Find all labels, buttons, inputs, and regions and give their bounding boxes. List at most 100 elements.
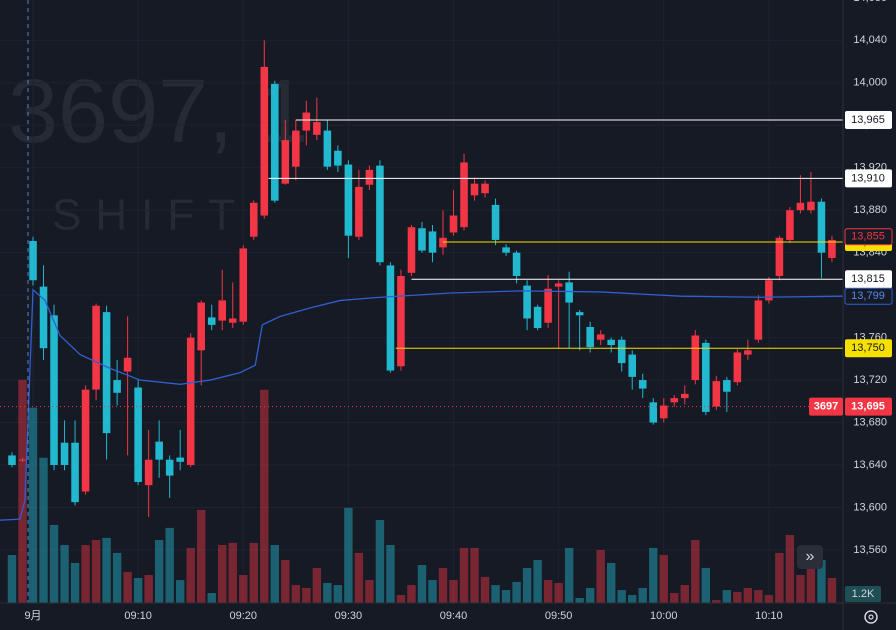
candle-body xyxy=(691,335,700,381)
volume-bar xyxy=(659,555,668,603)
volume-bar xyxy=(270,544,280,603)
candle-body xyxy=(144,459,153,486)
candle-body xyxy=(334,150,342,166)
volume-bar xyxy=(764,595,774,603)
candle-body xyxy=(344,164,353,236)
volume-bar xyxy=(680,585,689,603)
volume-bar xyxy=(218,544,227,603)
volume-bar xyxy=(428,580,437,603)
volume-bar xyxy=(649,547,658,603)
candle-body xyxy=(176,457,184,462)
volume-bar xyxy=(302,587,311,603)
last-price-box xyxy=(844,228,893,246)
candle-body xyxy=(407,227,416,273)
price-line-label: 13,815 xyxy=(851,273,885,285)
candle-body xyxy=(302,112,311,131)
settings-icon-center[interactable] xyxy=(868,614,874,620)
y-tick-label: 14,080 xyxy=(853,0,887,4)
watermark-exchange: SHIFT xyxy=(52,191,249,240)
candle-body xyxy=(817,201,826,253)
candle-body xyxy=(554,283,563,287)
candle-body xyxy=(449,215,458,233)
candle-body xyxy=(502,247,510,253)
price-line-label-box xyxy=(845,339,892,358)
volume-bar xyxy=(312,567,322,603)
x-tick-label: 09:50 xyxy=(545,610,573,622)
volume-bar xyxy=(670,592,679,603)
candle-body xyxy=(418,228,426,251)
candle-body xyxy=(796,202,805,211)
price-line-label: 13,910 xyxy=(851,172,885,184)
volume-bar xyxy=(354,552,364,603)
candle-body xyxy=(638,380,647,389)
volume-bar xyxy=(827,577,837,603)
candle-body xyxy=(786,210,794,240)
volume-bar xyxy=(396,595,406,603)
volume-bar xyxy=(281,560,290,603)
y-tick-label: 13,880 xyxy=(853,204,887,216)
volume-bar xyxy=(564,547,574,603)
volume-bar xyxy=(291,585,301,603)
marker-symbol: 3697 xyxy=(814,401,838,413)
volume-bar xyxy=(449,580,458,603)
candle-body xyxy=(723,380,731,392)
volume-bar xyxy=(197,509,206,603)
candle-body xyxy=(512,252,521,277)
volume-bar xyxy=(375,519,385,603)
candle-body xyxy=(617,339,626,364)
volume-bar xyxy=(70,562,80,603)
volume-bar xyxy=(691,539,700,603)
candle-body xyxy=(386,265,395,371)
candle-body xyxy=(155,441,163,460)
volume-bar xyxy=(144,575,153,603)
volume-bar xyxy=(817,560,826,603)
volume-bar xyxy=(407,585,416,603)
volume-label: 1.2K xyxy=(852,588,875,600)
x-tick-label: 10:10 xyxy=(755,610,783,622)
volume-bar xyxy=(596,550,605,603)
volume-bar xyxy=(123,571,132,603)
candle-body xyxy=(228,318,237,323)
volume-bar xyxy=(785,534,795,603)
volume-bar xyxy=(133,577,143,603)
volume-bar xyxy=(365,580,374,603)
candles xyxy=(0,40,844,521)
volume-bar xyxy=(701,567,711,603)
volume-bar xyxy=(754,590,763,603)
volume-bar xyxy=(459,547,469,603)
candle-body xyxy=(470,183,479,196)
candle-body xyxy=(628,354,637,377)
volume-bar xyxy=(638,587,647,603)
candle-body xyxy=(596,334,605,340)
volume-bar xyxy=(617,590,626,603)
volume-bar xyxy=(438,567,448,603)
candle-body xyxy=(439,237,447,248)
candle-body xyxy=(313,122,321,135)
scroll-button[interactable] xyxy=(797,545,823,569)
candle-body xyxy=(575,312,584,316)
volume-bar xyxy=(165,527,174,603)
candle-body xyxy=(50,315,58,465)
settings-icon[interactable] xyxy=(864,610,878,624)
candle-body xyxy=(218,300,227,321)
volume-bar xyxy=(249,542,258,603)
x-tick-label: 10:00 xyxy=(650,610,678,622)
candle-body xyxy=(607,339,615,346)
volume-bar xyxy=(543,580,553,603)
candle-body xyxy=(533,306,542,329)
candle-body xyxy=(765,280,773,301)
volume-bar xyxy=(49,524,59,603)
last-price-label: 13,855 xyxy=(851,231,885,243)
candle-body xyxy=(29,240,37,281)
price-line-label-box xyxy=(845,110,892,129)
volume-bar xyxy=(606,562,616,603)
scroll-icon[interactable]: » xyxy=(806,548,815,565)
marker-label-box xyxy=(845,397,892,416)
watermark-symbol: 3697, 1 xyxy=(8,62,308,162)
candle-body xyxy=(481,183,489,194)
volume-bar xyxy=(733,591,742,603)
candle-body xyxy=(565,282,573,303)
volume-bar xyxy=(628,595,637,603)
